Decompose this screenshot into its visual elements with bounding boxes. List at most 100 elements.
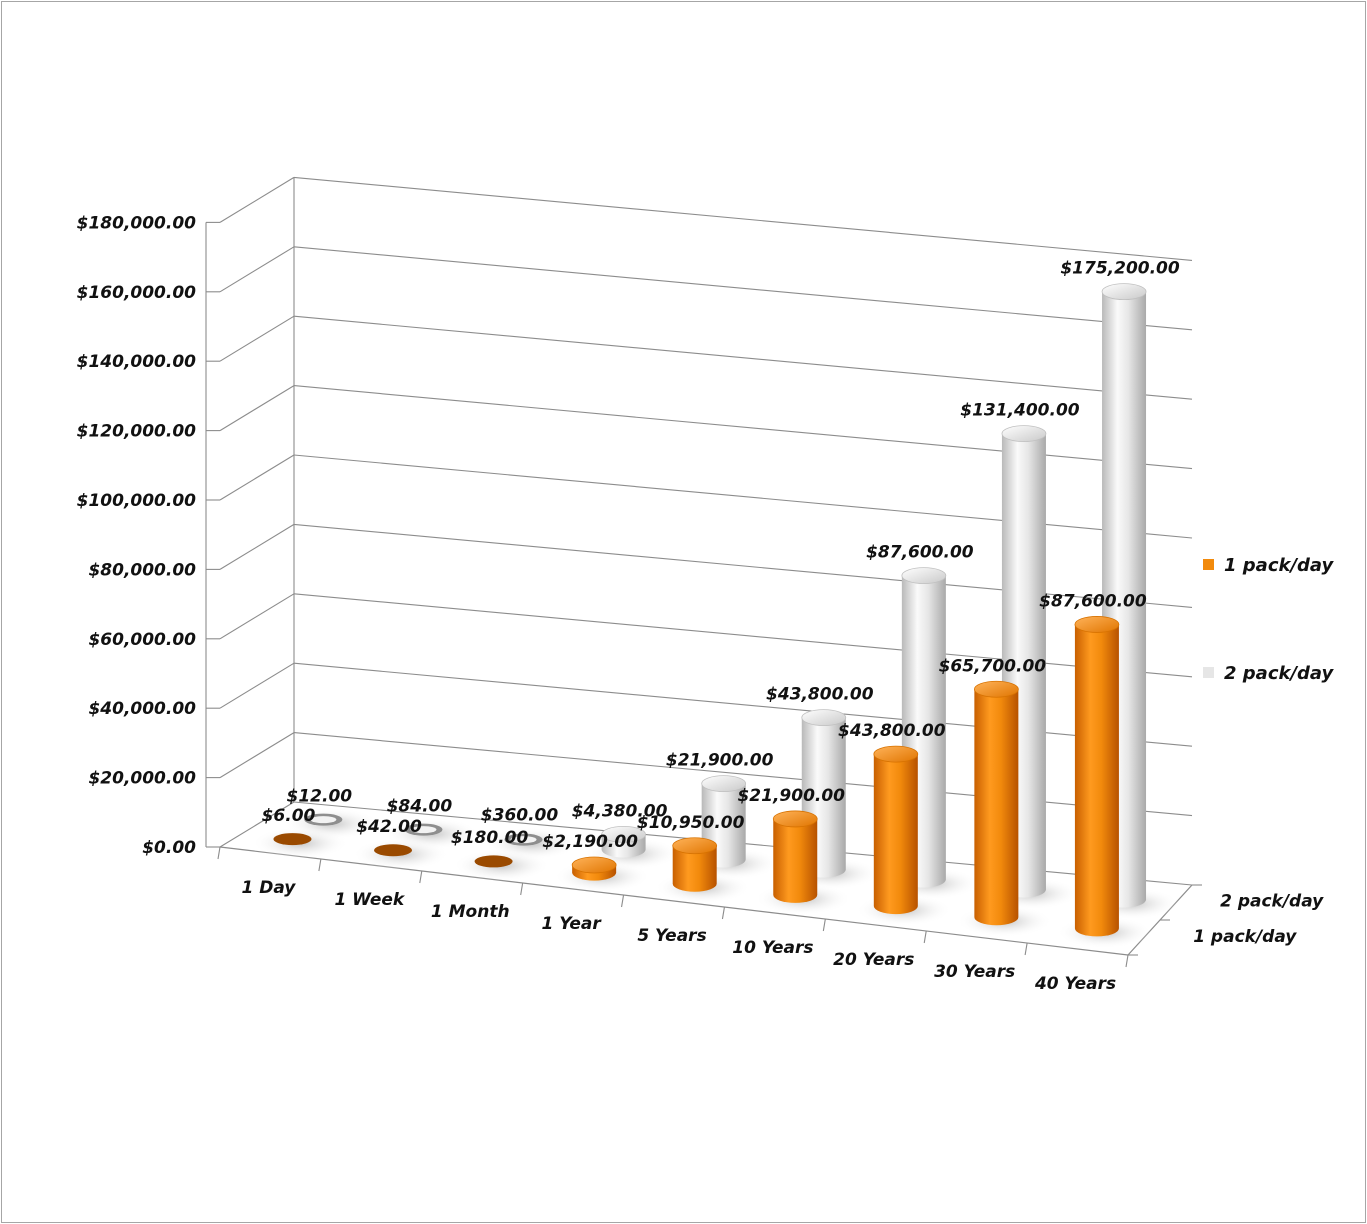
- gridline-side: [219, 662, 295, 709]
- bar-one-pack-3: [554, 856, 651, 893]
- y-tick-label: $0.00: [142, 838, 196, 858]
- bar-flat: [374, 844, 413, 857]
- legend-swatch: [1203, 559, 1214, 570]
- y-tick-label: $120,000.00: [77, 422, 197, 442]
- data-label: $43,800.00: [838, 721, 946, 741]
- bar-two-pack-3: [583, 826, 680, 870]
- bar-top: [571, 856, 617, 874]
- x-tick-label: 5 Years: [637, 926, 706, 946]
- x-tick-mark: [217, 846, 221, 860]
- x-tick-mark: [318, 858, 322, 872]
- gridline-side: [219, 385, 295, 432]
- bar-flat: [474, 855, 513, 868]
- data-label: $87,600.00: [866, 543, 974, 563]
- bar-one-pack-8: [1056, 616, 1153, 949]
- bar-one-pack-2: [453, 849, 550, 882]
- x-tick-label: 30 Years: [934, 962, 1015, 982]
- data-labels: $12.00 $84.00 $360.00 $4,380.00 $21,900.00 $4…: [262, 259, 1180, 852]
- depth-tick-label: 1 pack/day: [1193, 927, 1297, 947]
- data-label: $21,900.00: [737, 786, 845, 806]
- y-tick-label: $100,000.00: [77, 491, 197, 511]
- gridline-back: [293, 385, 1193, 470]
- bar-one-pack-1: [353, 838, 450, 871]
- bar-one-pack-4: [654, 837, 751, 904]
- gridline-side: [219, 315, 295, 362]
- y-tick-label: $60,000.00: [88, 630, 196, 650]
- gridline-back: [293, 315, 1193, 400]
- bar-flat-inner: [410, 826, 437, 834]
- x-tick-label: 1 Year: [541, 914, 602, 934]
- bar-top: [801, 709, 847, 727]
- data-label: $4,380.00: [572, 801, 668, 821]
- bar-top: [1001, 425, 1047, 443]
- bar-body: [773, 818, 818, 903]
- bar-one-pack-6: [855, 745, 952, 927]
- x-tick-mark: [520, 882, 524, 896]
- bar-top: [873, 745, 919, 763]
- gridline-side: [219, 246, 295, 293]
- gridline-side: [219, 801, 295, 848]
- data-label: $175,200.00: [1060, 259, 1180, 279]
- data-label: $87,600.00: [1039, 591, 1147, 611]
- legend-label: 2 pack/day: [1224, 663, 1335, 684]
- gridline-back: [293, 662, 1193, 747]
- data-label: $360.00: [481, 805, 559, 825]
- depth-axis-ticks: 1 pack/day 2 pack/day: [1193, 892, 1324, 947]
- bar-top: [672, 837, 718, 855]
- x-tick-label: 1 Day: [241, 878, 296, 898]
- depth-tick-label: 2 pack/day: [1220, 892, 1324, 912]
- data-label: $12.00: [287, 787, 353, 807]
- gridline-side: [219, 593, 295, 640]
- data-label: $180.00: [451, 828, 529, 848]
- bar-top: [701, 775, 747, 793]
- bar-one-pack-0: [252, 827, 349, 860]
- x-tick-label: 40 Years: [1034, 974, 1116, 994]
- bar-top: [901, 567, 947, 585]
- bar-flat-inner: [310, 816, 337, 824]
- legend: 1 pack/day 2 pack/day: [1203, 555, 1335, 684]
- gridline-side: [219, 454, 295, 501]
- bar-body: [1074, 624, 1119, 937]
- bar-top: [973, 680, 1019, 698]
- y-axis-ticks: $0.00 $20,000.00 $40,000.00 $60,000.00 $80,0…: [77, 213, 197, 858]
- bar-one-pack-5: [755, 810, 852, 915]
- data-label: $10,950.00: [637, 813, 745, 833]
- x-tick-mark: [822, 918, 826, 932]
- gridline-back: [293, 246, 1193, 331]
- data-label: $84.00: [387, 796, 453, 816]
- bar-top: [601, 826, 646, 843]
- x-tick-label: 10 Years: [732, 938, 813, 958]
- data-label: $6.00: [262, 806, 316, 826]
- y-tick-label: $40,000.00: [88, 699, 196, 719]
- data-label: $21,900.00: [666, 751, 774, 771]
- bar-flat-inner: [510, 836, 537, 844]
- gridline-back: [293, 454, 1193, 539]
- y-tick-label: $80,000.00: [88, 560, 196, 580]
- data-label: $2,190.00: [542, 832, 638, 852]
- bar-one-pack-7: [956, 680, 1053, 938]
- bar-top: [772, 810, 818, 828]
- x-tick-mark: [923, 930, 927, 944]
- y-tick-label: $160,000.00: [77, 283, 197, 303]
- bar-body: [672, 845, 717, 892]
- x-tick-mark: [1125, 954, 1129, 968]
- legend-label: 1 pack/day: [1224, 555, 1335, 576]
- x-tick-mark: [1024, 942, 1028, 956]
- bar-body: [974, 689, 1019, 926]
- gridline-side: [219, 732, 295, 779]
- y-tick-label: $20,000.00: [88, 769, 196, 789]
- gridline-back: [293, 176, 1193, 261]
- bar-flat: [273, 833, 312, 846]
- y-tick-label: $180,000.00: [77, 213, 197, 233]
- x-tick-mark: [721, 906, 725, 920]
- bar-top: [1074, 616, 1120, 633]
- x-tick-mark: [419, 870, 423, 884]
- x-tick-label: 1 Month: [431, 902, 510, 922]
- data-label: $131,400.00: [960, 401, 1080, 421]
- data-label: $65,700.00: [939, 656, 1047, 676]
- bar-body: [873, 754, 918, 915]
- gridline-side: [219, 523, 295, 570]
- legend-swatch: [1203, 667, 1214, 678]
- x-axis-ticks: 1 Day 1 Week 1 Month 1 Year 5 Years 10 Years 2…: [241, 878, 1116, 994]
